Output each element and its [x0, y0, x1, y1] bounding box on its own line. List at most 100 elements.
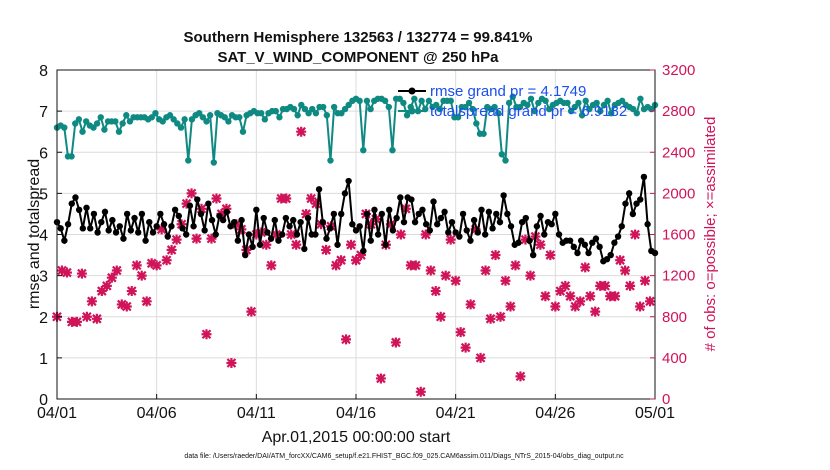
rmse-point: [374, 231, 382, 238]
obs-assimilated-marker: [251, 229, 262, 240]
rmse-point: [278, 231, 286, 238]
obs-assimilated-marker: [136, 270, 147, 281]
rmse-point: [101, 208, 109, 216]
obs-assimilated-marker: [351, 255, 361, 266]
series-assimilated: [52, 126, 656, 397]
totalspread-point: [115, 128, 123, 135]
legend-rmse-label: rmse grand pr = 4.1749: [430, 83, 586, 100]
totalspread-point: [637, 95, 644, 102]
rmse-point: [570, 243, 577, 251]
totalspread-point: [276, 114, 283, 121]
rmse-point: [459, 210, 467, 218]
totalspread-point: [367, 105, 374, 113]
totalspread-point: [338, 109, 345, 117]
y-axis-left-label: rmse and totalspread: [26, 159, 43, 309]
totalspread-point: [257, 109, 265, 117]
rmse-point: [142, 237, 149, 244]
rmse-point: [592, 235, 600, 242]
obs-assimilated-marker: [465, 299, 476, 310]
y-left-tick-label: 2: [39, 310, 48, 327]
y-axis-left: 0 1 2 3 4 5 6 7 8: [39, 63, 62, 409]
rmse-point: [267, 235, 275, 242]
rmse-point: [445, 229, 452, 236]
obs-assimilated-marker: [156, 224, 167, 235]
totalspread-point: [363, 97, 371, 105]
obs-assimilated-marker: [525, 270, 536, 281]
rmse-point: [146, 218, 153, 226]
totalspread-point: [174, 120, 181, 127]
totalspread-point: [411, 95, 418, 102]
obs-assimilated-marker: [281, 193, 292, 204]
totalspread-point: [502, 157, 509, 164]
rmse-point: [230, 218, 238, 226]
totalspread-point: [239, 128, 247, 135]
y-left-tick-label: 1: [39, 351, 48, 368]
totalspread-point: [381, 97, 389, 105]
obs-assimilated-marker: [271, 229, 282, 240]
rmse-point: [72, 194, 79, 201]
obs-assimilated-marker: [640, 275, 651, 286]
totalspread-point: [301, 105, 309, 113]
obs-assimilated-marker: [445, 234, 456, 245]
obs-assimilated-marker: [460, 342, 471, 353]
rmse-point: [293, 231, 301, 238]
totalspread-point: [516, 103, 524, 111]
rmse-point: [219, 216, 227, 224]
rmse-point: [120, 235, 127, 242]
rmse-point: [116, 223, 123, 230]
rmse-point: [223, 208, 231, 216]
obs-assimilated-marker: [206, 233, 217, 244]
obs-assimilated-marker: [480, 265, 491, 276]
obs-assimilated-marker: [435, 311, 446, 322]
totalspread-point: [68, 153, 75, 160]
chart-subtitle: SAT_V_WIND_COMPONENT @ 250 hPa: [217, 49, 499, 66]
totalspread-point: [564, 99, 571, 107]
x-tick-label: 04/26: [535, 405, 575, 422]
totalspread-point: [97, 114, 104, 121]
y-right-tick-label: 3200: [662, 62, 695, 79]
totalspread-point: [319, 103, 327, 111]
obs-assimilated-marker: [341, 334, 352, 345]
grid-lines: [56, 69, 656, 400]
totalspread-point: [495, 109, 502, 117]
rmse-point: [415, 210, 422, 218]
obs-assimilated-marker: [365, 219, 376, 230]
totalspread-point: [465, 99, 473, 107]
totalspread-point: [82, 118, 90, 125]
legend: rmse grand pr = 4.1749 totalspread grand…: [398, 83, 627, 120]
y-left-tick-label: 6: [39, 145, 48, 162]
rmse-point: [515, 239, 522, 246]
totalspread-point: [261, 116, 269, 123]
obs-assimilated-marker: [450, 275, 461, 286]
rmse-point: [596, 243, 603, 251]
totalspread-point: [305, 109, 312, 117]
x-axis: 04/01 04/06 04/11 04/16 04/21 04/26 05/01: [37, 394, 675, 422]
rmse-point: [160, 221, 168, 228]
totalspread-point: [469, 105, 476, 113]
totalspread-point: [400, 99, 407, 107]
rmse-point: [57, 225, 64, 232]
y-right-tick-label: 1600: [662, 227, 695, 244]
rmse-point: [352, 227, 360, 234]
obs-assimilated-marker: [151, 260, 162, 271]
totalspread-point: [290, 105, 298, 113]
obs-assimilated-marker: [161, 255, 172, 266]
totalspread-point: [225, 118, 232, 125]
obs-assimilated-marker: [550, 301, 561, 312]
obs-assimilated-marker: [495, 311, 506, 322]
rmse-point: [607, 251, 614, 259]
totalspread-point: [597, 107, 604, 115]
totalspread-point: [166, 112, 174, 119]
rmse-point: [437, 214, 445, 222]
legend-spread-marker: [408, 107, 416, 115]
totalspread-point: [531, 107, 538, 115]
totalspread-point: [586, 105, 593, 113]
rmse-point: [212, 231, 219, 238]
totalspread-point: [101, 126, 108, 133]
obs-assimilated-marker: [535, 239, 546, 250]
rmse-point: [297, 218, 304, 226]
footer-datafile: data file: /Users/raeder/DAI/ATM_forcXX/…: [184, 453, 624, 460]
rmse-point: [326, 225, 334, 232]
obs-assimilated-marker: [181, 198, 192, 209]
obs-assimilated-marker: [510, 260, 521, 271]
